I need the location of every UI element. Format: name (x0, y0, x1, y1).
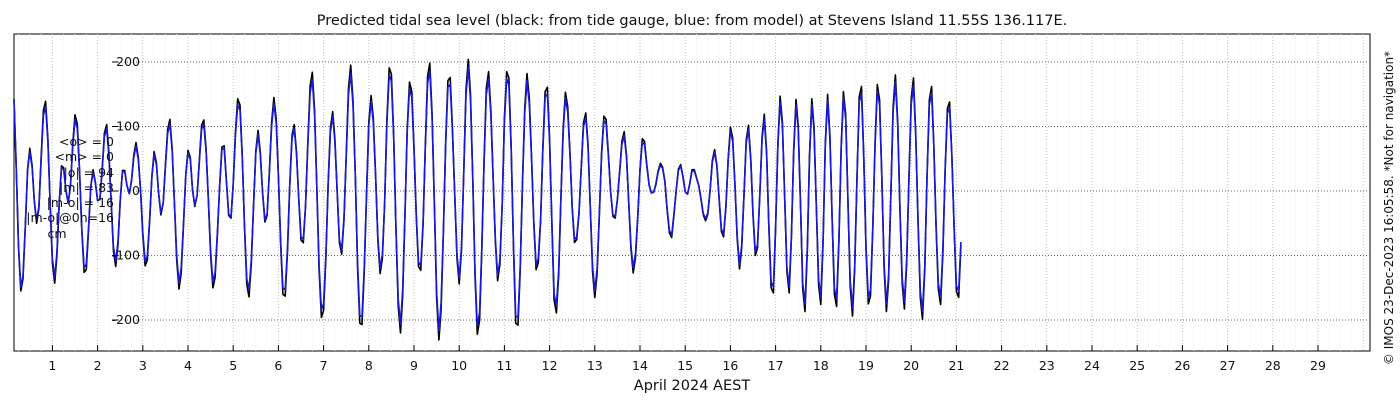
x-tick-label: 15 (677, 358, 693, 373)
x-tick-label: 3 (139, 358, 147, 373)
x-tick-label: 1 (48, 358, 56, 373)
stats-panel: <o> = 0 <m> = 0 |o| = 94 |m| = 83 |m-o| … (4, 134, 114, 241)
y-tick-label: 0 (132, 183, 140, 198)
x-tick-label: 11 (496, 358, 512, 373)
stat-abs-obs: |o| = 94 (63, 164, 114, 180)
stat-abs-diff-0h: |m-o|@0h=16 (26, 210, 114, 226)
stat-mean-model: <m> = 0 (54, 149, 115, 165)
chart-title: Predicted tidal sea level (black: from t… (317, 13, 1068, 29)
x-tick-label: 23 (1039, 358, 1055, 373)
x-tick-label: 28 (1265, 358, 1281, 373)
grid-layer (18, 34, 1370, 351)
x-tick-label: 6 (274, 358, 282, 373)
plot-frame (13, 33, 1371, 352)
x-tick-label: 22 (994, 358, 1010, 373)
x-tick-label: 29 (1310, 358, 1326, 373)
x-tick-label: 26 (1174, 358, 1190, 373)
y-tick-label: 100 (116, 119, 140, 134)
series-layer (13, 58, 962, 341)
credit-text: © IMOS 23-Dec-2023 16:05:58. *Not for na… (1382, 51, 1396, 365)
x-tick-label: 8 (365, 358, 373, 373)
x-tick-label: 21 (948, 358, 964, 373)
x-tick-label: 27 (1220, 358, 1236, 373)
x-tick-label: 5 (229, 358, 237, 373)
x-tick-label: 16 (722, 358, 738, 373)
stat-abs-model: |m| = 83 (59, 179, 114, 195)
x-tick-label: 17 (768, 358, 784, 373)
x-tick-label: 12 (542, 358, 558, 373)
x-axis-label: April 2024 AEST (634, 378, 751, 394)
y-tick-label: 200 (116, 54, 140, 69)
stat-mean-obs: <o> = 0 (59, 134, 114, 149)
x-tick-label: 13 (587, 358, 603, 373)
x-tick-label: 7 (320, 358, 328, 373)
x-tick-label: 25 (1129, 358, 1145, 373)
x-tick-label: 24 (1084, 358, 1100, 373)
x-tick-label: 2 (94, 358, 102, 373)
x-tick-label: 4 (184, 358, 192, 373)
x-tick-label: 14 (632, 358, 648, 373)
y-tick-label: -100 (112, 248, 140, 263)
stat-unit: cm (47, 225, 67, 241)
stat-abs-diff: |m-o| = 16 (46, 195, 114, 211)
x-tick-label: 9 (410, 358, 418, 373)
x-tick-label: 18 (813, 358, 829, 373)
x-tick-label: 19 (858, 358, 874, 373)
x-tick-label: 10 (451, 358, 467, 373)
y-tick-label: -200 (112, 312, 140, 327)
series-line-model (13, 66, 962, 332)
x-tick-label: 20 (903, 358, 919, 373)
